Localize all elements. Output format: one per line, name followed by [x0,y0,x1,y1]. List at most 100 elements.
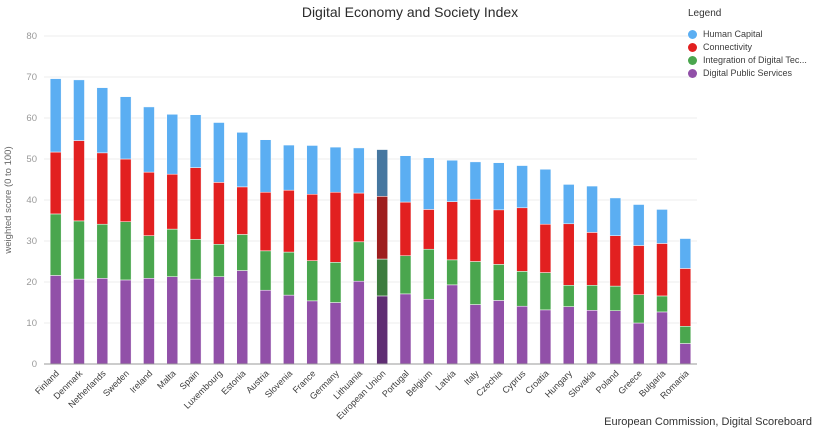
bar-segment-netherlands-hc[interactable] [96,87,109,154]
bar-segment-lithuania-conn[interactable] [353,192,365,243]
bar-segment-croatia-dps[interactable] [539,309,552,365]
bar-segment-italy-hc[interactable] [469,161,482,200]
bar-segment-latvia-dps[interactable] [446,284,458,365]
bar-segment-slovenia-conn[interactable] [283,189,295,253]
bar-segment-belgium-dps[interactable] [423,298,435,365]
bar-segment-latvia-hc[interactable] [446,159,458,202]
bar-segment-romania-hc[interactable] [679,238,692,269]
bar-segment-european-union-conn[interactable] [376,196,388,260]
bar-segment-belgium-hc[interactable] [423,157,435,210]
bar-segment-spain-idt[interactable] [189,239,202,280]
bar-segment-poland-idt[interactable] [609,285,622,311]
bar-segment-lithuania-idt[interactable] [353,241,365,282]
legend-item-digital-public-services[interactable]: Digital Public Services [688,68,816,78]
bar-segment-malta-hc[interactable] [166,114,179,175]
bar-segment-finland-idt[interactable] [49,213,62,276]
bar-segment-czechia-dps[interactable] [493,300,505,365]
bar-segment-spain-conn[interactable] [189,167,202,240]
bar-segment-austria-hc[interactable] [259,139,272,193]
bar-segment-france-dps[interactable] [306,300,318,365]
bar-segment-romania-dps[interactable] [679,343,692,365]
bar-segment-hungary-idt[interactable] [562,285,575,307]
bar-segment-sweden-dps[interactable] [119,279,132,365]
bar-segment-belgium-idt[interactable] [423,248,435,300]
bar-segment-greece-conn[interactable] [632,245,645,295]
bar-segment-poland-hc[interactable] [609,197,622,236]
bar-segment-bulgaria-dps[interactable] [656,311,668,365]
bar-segment-denmark-conn[interactable] [73,140,85,222]
bar-segment-latvia-conn[interactable] [446,201,458,261]
bar-segment-cyprus-idt[interactable] [516,271,528,307]
bar-segment-estonia-conn[interactable] [236,186,248,235]
bar-segment-lithuania-hc[interactable] [353,147,365,194]
bar-segment-finland-conn[interactable] [49,151,62,215]
bar-segment-romania-idt[interactable] [679,326,692,344]
bar-segment-poland-conn[interactable] [609,235,622,287]
bar-segment-hungary-dps[interactable] [562,306,575,365]
bar-segment-czechia-idt[interactable] [493,264,505,301]
bar-segment-czechia-hc[interactable] [493,162,505,211]
bar-segment-belgium-conn[interactable] [423,209,435,250]
legend-item-human-capital[interactable]: Human Capital [688,29,816,39]
bar-segment-european-union-idt[interactable] [376,258,388,297]
bar-segment-denmark-dps[interactable] [73,278,85,365]
bar-segment-slovakia-dps[interactable] [586,310,598,365]
bar-segment-germany-hc[interactable] [329,146,342,193]
bar-segment-ireland-conn[interactable] [143,171,155,236]
bar-segment-bulgaria-hc[interactable] [656,209,668,244]
bar-segment-czechia-conn[interactable] [493,209,505,265]
bar-segment-luxembourg-dps[interactable] [213,276,225,365]
bar-segment-sweden-hc[interactable] [119,96,132,160]
bar-segment-italy-idt[interactable] [469,261,482,305]
bar-segment-cyprus-hc[interactable] [516,165,528,209]
bar-segment-malta-idt[interactable] [166,228,179,277]
bar-segment-hungary-hc[interactable] [562,184,575,225]
bar-segment-ireland-dps[interactable] [143,278,155,365]
bar-segment-germany-idt[interactable] [329,262,342,303]
bar-segment-slovenia-dps[interactable] [283,294,295,365]
bar-segment-poland-dps[interactable] [609,310,622,365]
bar-segment-bulgaria-conn[interactable] [656,243,668,297]
bar-segment-estonia-dps[interactable] [236,270,248,365]
bar-segment-austria-conn[interactable] [259,191,272,252]
bar-segment-france-hc[interactable] [306,145,318,195]
bar-segment-lithuania-dps[interactable] [353,280,365,365]
bar-segment-netherlands-conn[interactable] [96,152,109,225]
bar-segment-greece-hc[interactable] [632,204,645,246]
bar-segment-denmark-idt[interactable] [73,220,85,280]
bar-segment-ireland-idt[interactable] [143,235,155,279]
bar-segment-portugal-idt[interactable] [399,255,412,295]
bar-segment-austria-idt[interactable] [259,250,272,291]
bar-segment-austria-dps[interactable] [259,289,272,365]
bar-segment-malta-conn[interactable] [166,173,179,230]
bar-segment-slovenia-idt[interactable] [283,251,295,296]
bar-segment-france-conn[interactable] [306,194,318,261]
bar-segment-greece-dps[interactable] [632,322,645,365]
bar-segment-germany-conn[interactable] [329,191,342,263]
bar-segment-malta-dps[interactable] [166,276,179,365]
bar-segment-bulgaria-idt[interactable] [656,295,668,313]
bar-segment-luxembourg-idt[interactable] [213,244,225,277]
bar-segment-denmark-hc[interactable] [73,79,85,141]
bar-segment-croatia-conn[interactable] [539,223,552,273]
bar-segment-finland-hc[interactable] [49,78,62,153]
bar-segment-luxembourg-conn[interactable] [213,182,225,245]
bar-segment-european-union-dps[interactable] [376,295,388,365]
bar-segment-hungary-conn[interactable] [562,223,575,286]
bar-segment-netherlands-idt[interactable] [96,223,109,279]
bar-segment-croatia-hc[interactable] [539,169,552,225]
bar-segment-romania-conn[interactable] [679,268,692,327]
bar-segment-slovakia-idt[interactable] [586,285,598,311]
bar-segment-spain-dps[interactable] [189,278,202,365]
bar-segment-france-idt[interactable] [306,260,318,302]
bar-segment-slovakia-hc[interactable] [586,185,598,233]
bar-segment-cyprus-conn[interactable] [516,207,528,272]
bar-segment-latvia-idt[interactable] [446,259,458,286]
bar-segment-finland-dps[interactable] [49,275,62,365]
bar-segment-portugal-dps[interactable] [399,293,412,365]
legend-item-connectivity[interactable]: Connectivity [688,42,816,52]
bar-segment-sweden-idt[interactable] [119,221,132,281]
bar-segment-sweden-conn[interactable] [119,158,132,222]
bar-segment-italy-dps[interactable] [469,304,482,365]
bar-segment-ireland-hc[interactable] [143,106,155,173]
